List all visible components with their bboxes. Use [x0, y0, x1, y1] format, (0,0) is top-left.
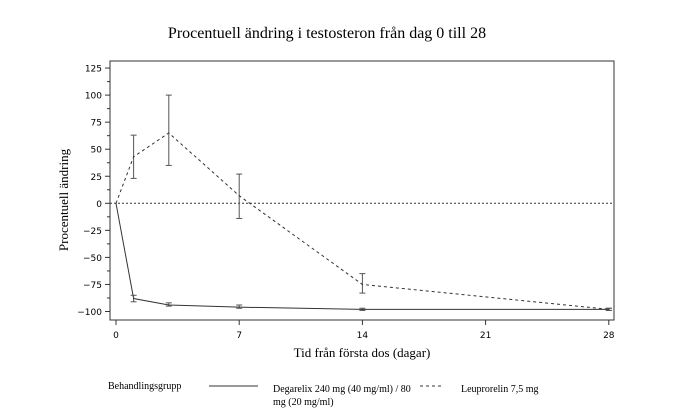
y-tick-label: −25 [83, 227, 102, 237]
y-axis-label: Procentuell ändring [56, 148, 71, 251]
legend-label-degarelix-line2: mg (20 mg/ml) [273, 397, 334, 408]
y-tick-label: 25 [91, 173, 102, 183]
y-tick-label: 75 [91, 119, 102, 129]
x-axis-label: Tid från första dos (dagar) [294, 345, 431, 360]
x-tick-label: 0 [113, 331, 119, 341]
data-point [133, 156, 135, 158]
data-point [168, 132, 170, 134]
series-line-1 [115, 203, 609, 310]
data-point [361, 283, 363, 286]
legend-label-leuprorelin: Leuprorelin 7,5 mg [461, 384, 538, 395]
y-tick-label: −50 [83, 254, 102, 264]
y-tick-label: −75 [83, 281, 102, 291]
series-line-2 [115, 132, 609, 310]
y-tick-label: 125 [85, 65, 102, 75]
y-tick-label: −100 [77, 308, 102, 318]
legend-label-degarelix: Degarelix 240 mg (40 mg/ml) / 80 [273, 384, 411, 395]
x-tick-label: 14 [357, 331, 369, 341]
data-point [133, 297, 135, 300]
y-tick-label: 50 [91, 146, 103, 156]
data-point [238, 306, 240, 308]
data-point [168, 304, 170, 306]
y-tick-label: 0 [96, 200, 102, 210]
chart-title: Procentuell ändring i testosteron från d… [168, 25, 486, 42]
x-tick-label: 28 [603, 331, 615, 341]
x-tick-label: 7 [236, 331, 242, 341]
data-point [238, 195, 240, 197]
data-point [361, 308, 363, 310]
data-point [608, 308, 610, 310]
legend-title: Behandlingsgrupp [108, 381, 181, 392]
x-tick-label: 21 [480, 331, 491, 341]
y-tick-label: 100 [85, 92, 102, 102]
